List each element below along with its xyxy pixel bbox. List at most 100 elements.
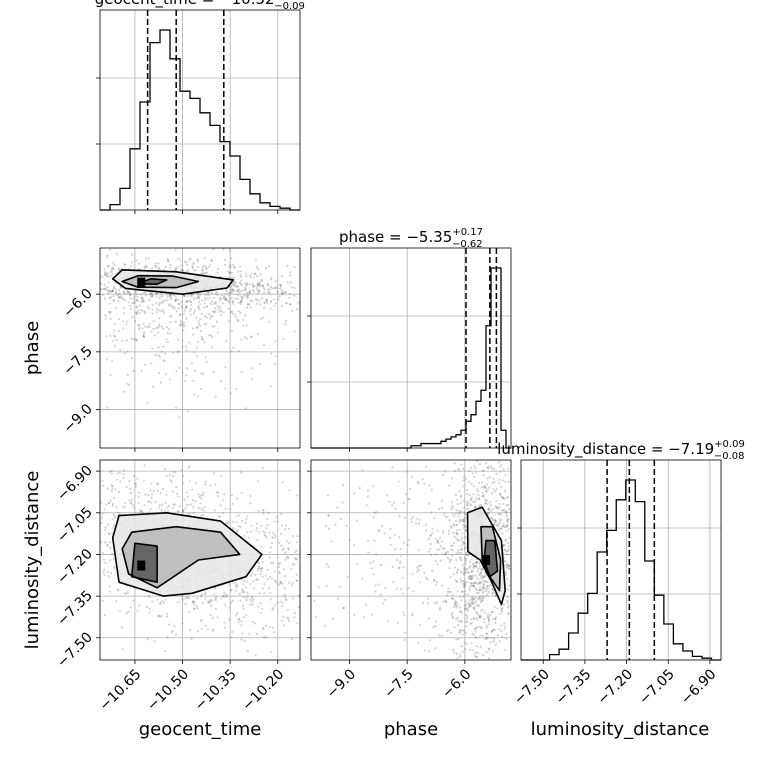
sample-point [123,506,126,509]
sample-point [258,592,261,595]
sample-point [472,565,475,568]
sample-point [499,605,502,608]
sample-point [119,348,122,352]
sample-point [495,472,498,475]
sample-point [107,575,110,578]
sample-point [248,291,251,294]
sample-point [291,309,294,312]
sample-point [458,595,461,598]
sample-point [276,520,279,523]
sample-point [241,632,244,635]
sample-point [113,329,116,332]
sample-point [387,620,390,623]
sample-point [469,582,472,585]
sample-point [488,486,491,489]
sample-point [380,563,383,567]
sample-point [188,309,192,312]
sample-point [411,516,415,519]
y-tick-label: −7.35 [54,588,96,630]
sample-point [174,268,177,271]
sample-point [502,525,505,528]
sample-point [200,618,203,622]
sample-point [493,628,496,631]
sample-point [112,299,115,302]
sample-point [468,560,471,563]
sample-point [246,649,250,652]
sample-point [183,295,186,298]
sample-point [410,517,413,520]
sample-point [463,607,467,611]
sample-point [497,523,500,526]
sample-point [117,329,120,333]
sample-point [111,289,114,293]
sample-point [356,563,359,566]
sample-point [170,480,173,483]
sample-point [484,611,487,614]
sample-point [122,476,125,479]
sample-point [457,638,460,641]
sample-point [472,574,475,577]
sample-point [490,465,493,468]
sample-point [277,570,280,573]
sample-point [270,276,273,279]
sample-point [486,585,489,588]
sample-point [276,602,279,605]
sample-point [184,345,188,348]
sample-point [227,270,230,273]
sample-point [280,544,283,547]
sample-point [432,625,435,629]
sample-point [192,298,195,301]
sample-point [106,571,110,574]
sample-point [465,620,468,623]
sample-point [223,296,226,299]
sample-point [453,541,456,545]
sample-point [229,601,232,604]
sample-point [110,469,113,473]
sample-point [132,506,136,509]
sample-point [230,310,234,313]
sample-point [216,271,219,274]
sample-point [404,631,407,634]
sample-point [462,519,465,522]
sample-point [246,531,249,534]
sample-point [118,295,121,298]
sample-point [239,302,242,305]
sample-point [257,332,260,335]
sample-point [495,499,498,502]
sample-point [274,535,277,539]
sample-point [504,573,507,577]
sample-point [257,284,260,287]
sample-point [473,565,476,568]
sample-point [442,473,445,477]
sample-point [240,578,243,582]
sample-point [285,301,288,305]
sample-point [476,582,480,585]
sample-point [180,306,184,309]
sample-point [460,628,463,632]
sample-point [122,469,125,472]
sample-point [466,572,469,575]
sample-point [463,582,466,585]
sample-point [455,579,459,583]
sample-point [245,283,248,286]
sample-point [159,602,162,606]
sample-point [192,312,195,315]
sample-point [114,335,117,338]
sample-point [166,298,169,301]
sample-point [273,520,276,523]
y-tick-label: −6.90 [54,463,96,505]
sample-point [109,302,112,305]
sample-point [117,317,120,321]
sample-point [478,573,481,576]
sample-point [263,533,266,536]
sample-point [210,292,213,295]
sample-point [103,573,106,576]
sample-point [179,322,183,325]
sample-point [446,515,449,518]
sample-point [463,604,466,607]
sample-point [466,608,469,611]
sample-point [148,611,151,614]
sample-point [278,562,281,565]
sample-point [480,503,483,506]
sample-point [159,381,162,384]
